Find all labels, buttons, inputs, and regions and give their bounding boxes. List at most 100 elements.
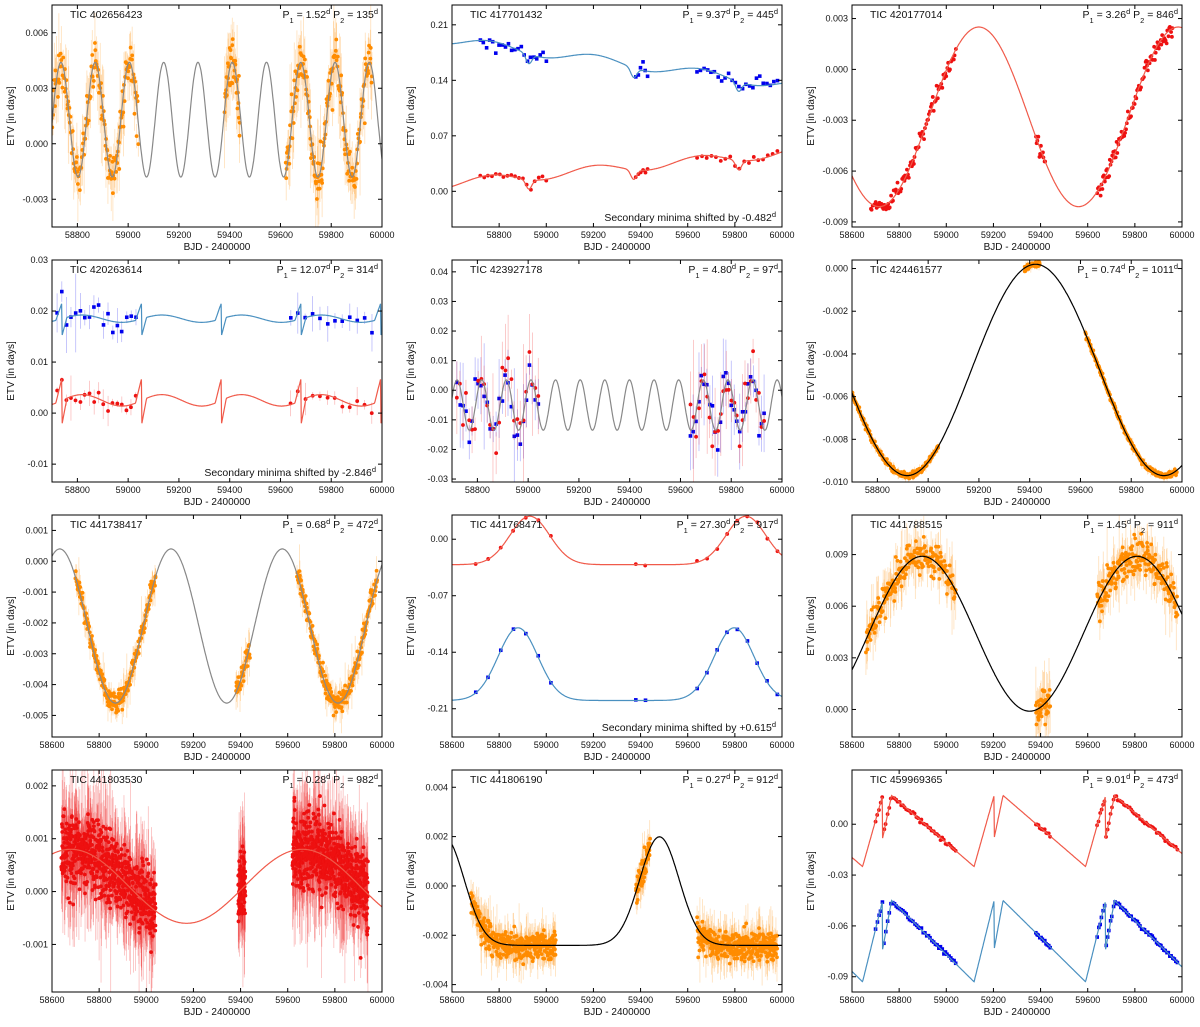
data-point xyxy=(355,399,359,403)
data-point xyxy=(289,316,293,320)
data-point xyxy=(896,559,900,563)
data-point xyxy=(1165,41,1169,45)
data-point xyxy=(738,444,742,448)
data-point xyxy=(900,584,904,588)
data-point xyxy=(634,698,638,702)
x-tick-label: 60000 xyxy=(1169,485,1194,495)
data-point xyxy=(1099,194,1103,198)
data-point xyxy=(1167,34,1171,38)
data-point xyxy=(716,448,720,452)
data-point xyxy=(503,373,507,377)
x-tick-label: 59400 xyxy=(1017,485,1042,495)
period-label: P1 = 4.80d P2 = 97d xyxy=(688,262,778,280)
x-tick-label: 59000 xyxy=(516,485,541,495)
x-tick-label: 58800 xyxy=(887,230,912,240)
x-tick-label: 58600 xyxy=(39,740,64,750)
y-tick-label: -0.008 xyxy=(822,434,848,444)
data-point xyxy=(705,156,709,160)
data-point xyxy=(727,388,731,392)
y-axis-label: ETV [in days] xyxy=(406,341,417,401)
x-tick-label: 58800 xyxy=(465,485,490,495)
y-tick-label: 0.00 xyxy=(30,408,48,418)
x-tick-label: 58600 xyxy=(839,740,864,750)
x-axis-label: BJD - 2400000 xyxy=(584,242,651,253)
y-tick-label: -0.003 xyxy=(822,115,848,125)
x-tick-label: 59200 xyxy=(581,740,606,750)
data-point xyxy=(455,396,459,400)
y-tick-label: 0.003 xyxy=(825,14,848,24)
data-point xyxy=(117,167,121,171)
x-axis-label: BJD - 2400000 xyxy=(984,497,1051,508)
x-tick-label: 59000 xyxy=(134,740,159,750)
x-tick-label: 58800 xyxy=(487,740,512,750)
data-point xyxy=(56,95,60,99)
y-tick-label: -0.002 xyxy=(822,306,848,316)
x-tick-label: 59600 xyxy=(675,740,700,750)
x-tick-label: 59600 xyxy=(1075,740,1100,750)
data-point xyxy=(97,303,101,307)
data-point xyxy=(363,121,367,125)
y-tick-label: 0.000 xyxy=(825,64,848,74)
data-point xyxy=(1113,565,1117,569)
x-tick-label: 60000 xyxy=(769,740,794,750)
x-tick-label: 59200 xyxy=(981,740,1006,750)
y-tick-label: 0.07 xyxy=(430,131,448,141)
x-tick-label: 59400 xyxy=(628,230,653,240)
y-tick-label: -0.07 xyxy=(427,591,448,601)
data-point xyxy=(1129,561,1133,565)
y-tick-label: 0.000 xyxy=(825,264,848,274)
x-tick-label: 59800 xyxy=(319,230,344,240)
data-point xyxy=(303,58,307,62)
y-tick-label: 0.01 xyxy=(430,356,448,366)
x-tick-label: 59000 xyxy=(116,485,141,495)
data-point xyxy=(743,382,747,386)
data-point xyxy=(646,74,650,78)
x-tick-label: 59800 xyxy=(722,740,747,750)
data-point xyxy=(937,577,941,581)
data-point xyxy=(757,391,761,395)
x-axis-label: BJD - 2400000 xyxy=(984,242,1051,253)
data-point xyxy=(311,624,315,628)
data-point xyxy=(304,594,308,598)
shift-note: Secondary minima shifted by -2.846d xyxy=(204,465,376,480)
data-point xyxy=(510,49,514,53)
y-tick-label: 0.04 xyxy=(430,267,448,277)
data-point xyxy=(320,181,324,185)
data-point xyxy=(90,53,94,57)
plot-area xyxy=(50,0,382,258)
x-tick-label: 58600 xyxy=(439,740,464,750)
data-point xyxy=(348,315,352,319)
series-0 xyxy=(869,25,1174,212)
x-tick-label: 59200 xyxy=(966,485,991,495)
data-point xyxy=(473,427,477,431)
data-point xyxy=(694,435,698,439)
data-point xyxy=(751,86,755,90)
data-point xyxy=(1100,187,1104,191)
y-tick-label: 0.14 xyxy=(430,75,448,85)
plot-area xyxy=(52,274,382,426)
tic-label: TIC 441788515 xyxy=(870,519,943,531)
data-point xyxy=(1157,47,1161,51)
y-tick-label: 0.02 xyxy=(30,306,48,316)
x-tick-label: 59400 xyxy=(1028,230,1053,240)
series-1 xyxy=(478,149,779,192)
model-curve xyxy=(452,152,782,189)
x-tick-label: 59600 xyxy=(275,740,300,750)
data-point xyxy=(485,46,489,50)
x-tick-label: 58800 xyxy=(487,230,512,240)
data-point xyxy=(1138,568,1142,572)
period-label: P1 = 0.74d P2 = 1011d xyxy=(1077,262,1178,280)
data-point xyxy=(876,596,880,600)
y-tick-label: 0.006 xyxy=(825,601,848,611)
x-tick-label: 60000 xyxy=(1169,740,1194,750)
x-tick-label: 59800 xyxy=(1122,740,1147,750)
y-tick-label: -0.003 xyxy=(22,649,48,659)
x-tick-label: 58800 xyxy=(865,485,890,495)
y-axis-label: ETV [in days] xyxy=(6,341,17,401)
data-point xyxy=(644,171,648,175)
y-tick-label: -0.01 xyxy=(27,459,48,469)
x-tick-label: 59400 xyxy=(217,485,242,495)
